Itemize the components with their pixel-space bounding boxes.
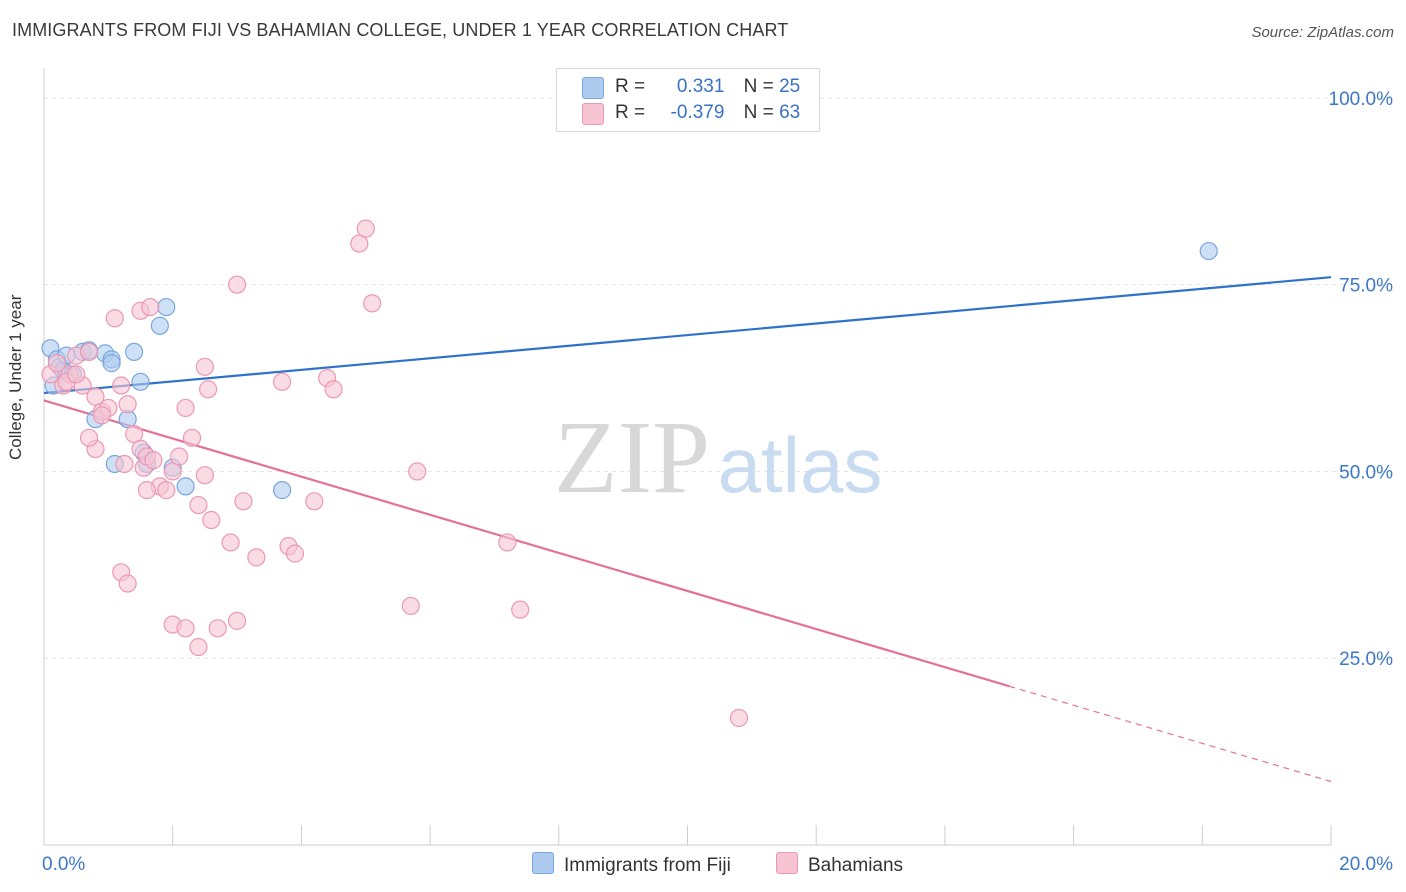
x-tick-label-1: 20.0% xyxy=(1339,854,1393,875)
point-bahamians-57 xyxy=(67,365,86,384)
bottom-legend-swatch-bahamians xyxy=(776,852,798,874)
point-bahamians-10 xyxy=(105,309,124,328)
y-tick-label-3: 25.0% xyxy=(1339,649,1393,670)
point-bahamians-44 xyxy=(408,462,427,481)
point-bahamians-42 xyxy=(356,219,375,238)
point-bahamians-11 xyxy=(112,376,131,395)
legend-bah-n-label: N = xyxy=(743,102,774,123)
y-axis-label: College, Under 1 year xyxy=(6,294,25,460)
point-bahamians-48 xyxy=(729,708,749,728)
point-bahamians-17 xyxy=(144,451,163,470)
point-fiji-21 xyxy=(176,477,195,496)
point-bahamians-13 xyxy=(124,424,144,444)
watermark: ZIP atlas xyxy=(554,400,882,515)
legend-swatch-bahamians xyxy=(582,103,604,125)
point-fiji-18 xyxy=(150,316,169,335)
bottom-legend-bahamians: Bahamians xyxy=(776,852,903,878)
legend-bah-r-label: R = xyxy=(615,102,646,123)
point-bahamians-59 xyxy=(115,454,134,474)
point-bahamians-21 xyxy=(170,447,189,466)
legend-swatch-fiji xyxy=(582,77,604,99)
legend-fiji-n-value: 25 xyxy=(779,76,801,97)
bottom-legend-label-bahamians: Bahamians xyxy=(808,855,904,876)
point-bahamians-41 xyxy=(350,234,369,253)
point-bahamians-19 xyxy=(157,481,176,500)
data-points xyxy=(41,219,1218,728)
point-bahamians-22 xyxy=(176,398,195,418)
bottom-legend-swatch-fiji xyxy=(532,852,554,874)
point-bahamians-28 xyxy=(195,357,214,376)
point-bahamians-12 xyxy=(118,395,137,414)
point-bahamians-46 xyxy=(498,533,517,552)
point-fiji-19 xyxy=(157,297,176,317)
y-tick-label-2: 50.0% xyxy=(1339,462,1393,483)
trend-lines xyxy=(43,276,1332,783)
point-bahamians-40 xyxy=(324,380,343,399)
point-bahamians-62 xyxy=(79,428,99,447)
point-bahamians-27 xyxy=(141,297,160,317)
point-bahamians-7 xyxy=(86,387,105,406)
point-bahamians-53 xyxy=(189,637,208,657)
point-bahamians-45 xyxy=(401,596,420,616)
point-bahamians-55 xyxy=(227,611,247,630)
chart-title: IMMIGRANTS FROM FIJI VS BAHAMIAN COLLEGE… xyxy=(12,20,789,40)
point-bahamians-31 xyxy=(221,533,240,552)
tick-labels: 100.0% 75.0% 50.0% 25.0% 0.0% 20.0% xyxy=(42,89,1393,875)
point-bahamians-23 xyxy=(182,428,202,447)
point-bahamians-52 xyxy=(176,619,195,638)
point-fiji-12 xyxy=(102,354,121,373)
point-bahamians-38 xyxy=(305,492,324,511)
point-bahamians-25 xyxy=(195,466,214,485)
point-fiji-15 xyxy=(131,372,150,391)
point-fiji-22 xyxy=(272,481,292,500)
watermark-atlas: atlas xyxy=(718,421,883,509)
y-tick-label-1: 75.0% xyxy=(1339,276,1393,297)
point-bahamians-54 xyxy=(208,619,227,638)
y-tick-label-0: 100.0% xyxy=(1329,89,1394,110)
point-bahamians-33 xyxy=(234,492,253,511)
bottom-legend-label-fiji: Immigrants from Fiji xyxy=(564,855,731,876)
x-tick-label-0: 0.0% xyxy=(42,854,85,875)
point-bahamians-1 xyxy=(47,354,66,373)
point-bahamians-60 xyxy=(137,481,157,500)
legend-bah-n-value: 63 xyxy=(779,102,801,123)
trend-line-bahamians xyxy=(43,399,1010,688)
point-bahamians-47 xyxy=(511,600,530,619)
point-bahamians-29 xyxy=(198,380,218,399)
correlation-legend: R = 0.331 N = 25 R = -0.379 N = 63 xyxy=(556,68,820,132)
point-bahamians-37 xyxy=(285,544,305,563)
source-label: Source: ZipAtlas.com xyxy=(1251,24,1394,41)
point-bahamians-34 xyxy=(247,548,266,567)
legend-fiji-n-label: N = xyxy=(743,76,774,97)
point-bahamians-58 xyxy=(92,406,112,425)
watermark-zip: ZIP xyxy=(554,400,710,515)
axes xyxy=(43,68,1332,846)
point-bahamians-32 xyxy=(227,275,247,294)
legend-fiji-r-value: 0.331 xyxy=(676,76,725,97)
legend-bah-r-value: -0.379 xyxy=(670,102,725,123)
point-bahamians-6 xyxy=(79,342,99,362)
bottom-legend-fiji: Immigrants from Fiji xyxy=(532,852,731,878)
point-bahamians-24 xyxy=(189,495,208,515)
legend-fiji-r-label: R = xyxy=(615,76,646,97)
point-fiji-23 xyxy=(1199,241,1218,261)
trend-line-fiji xyxy=(43,276,1332,395)
point-fiji-14 xyxy=(124,342,144,362)
point-bahamians-43 xyxy=(363,294,382,313)
point-bahamians-30 xyxy=(202,510,221,530)
trend-line-bahamians-extension xyxy=(1009,685,1332,783)
point-bahamians-35 xyxy=(272,372,292,391)
grid-lines xyxy=(44,97,1392,659)
point-bahamians-50 xyxy=(118,574,137,593)
point-bahamians-20 xyxy=(163,462,182,481)
